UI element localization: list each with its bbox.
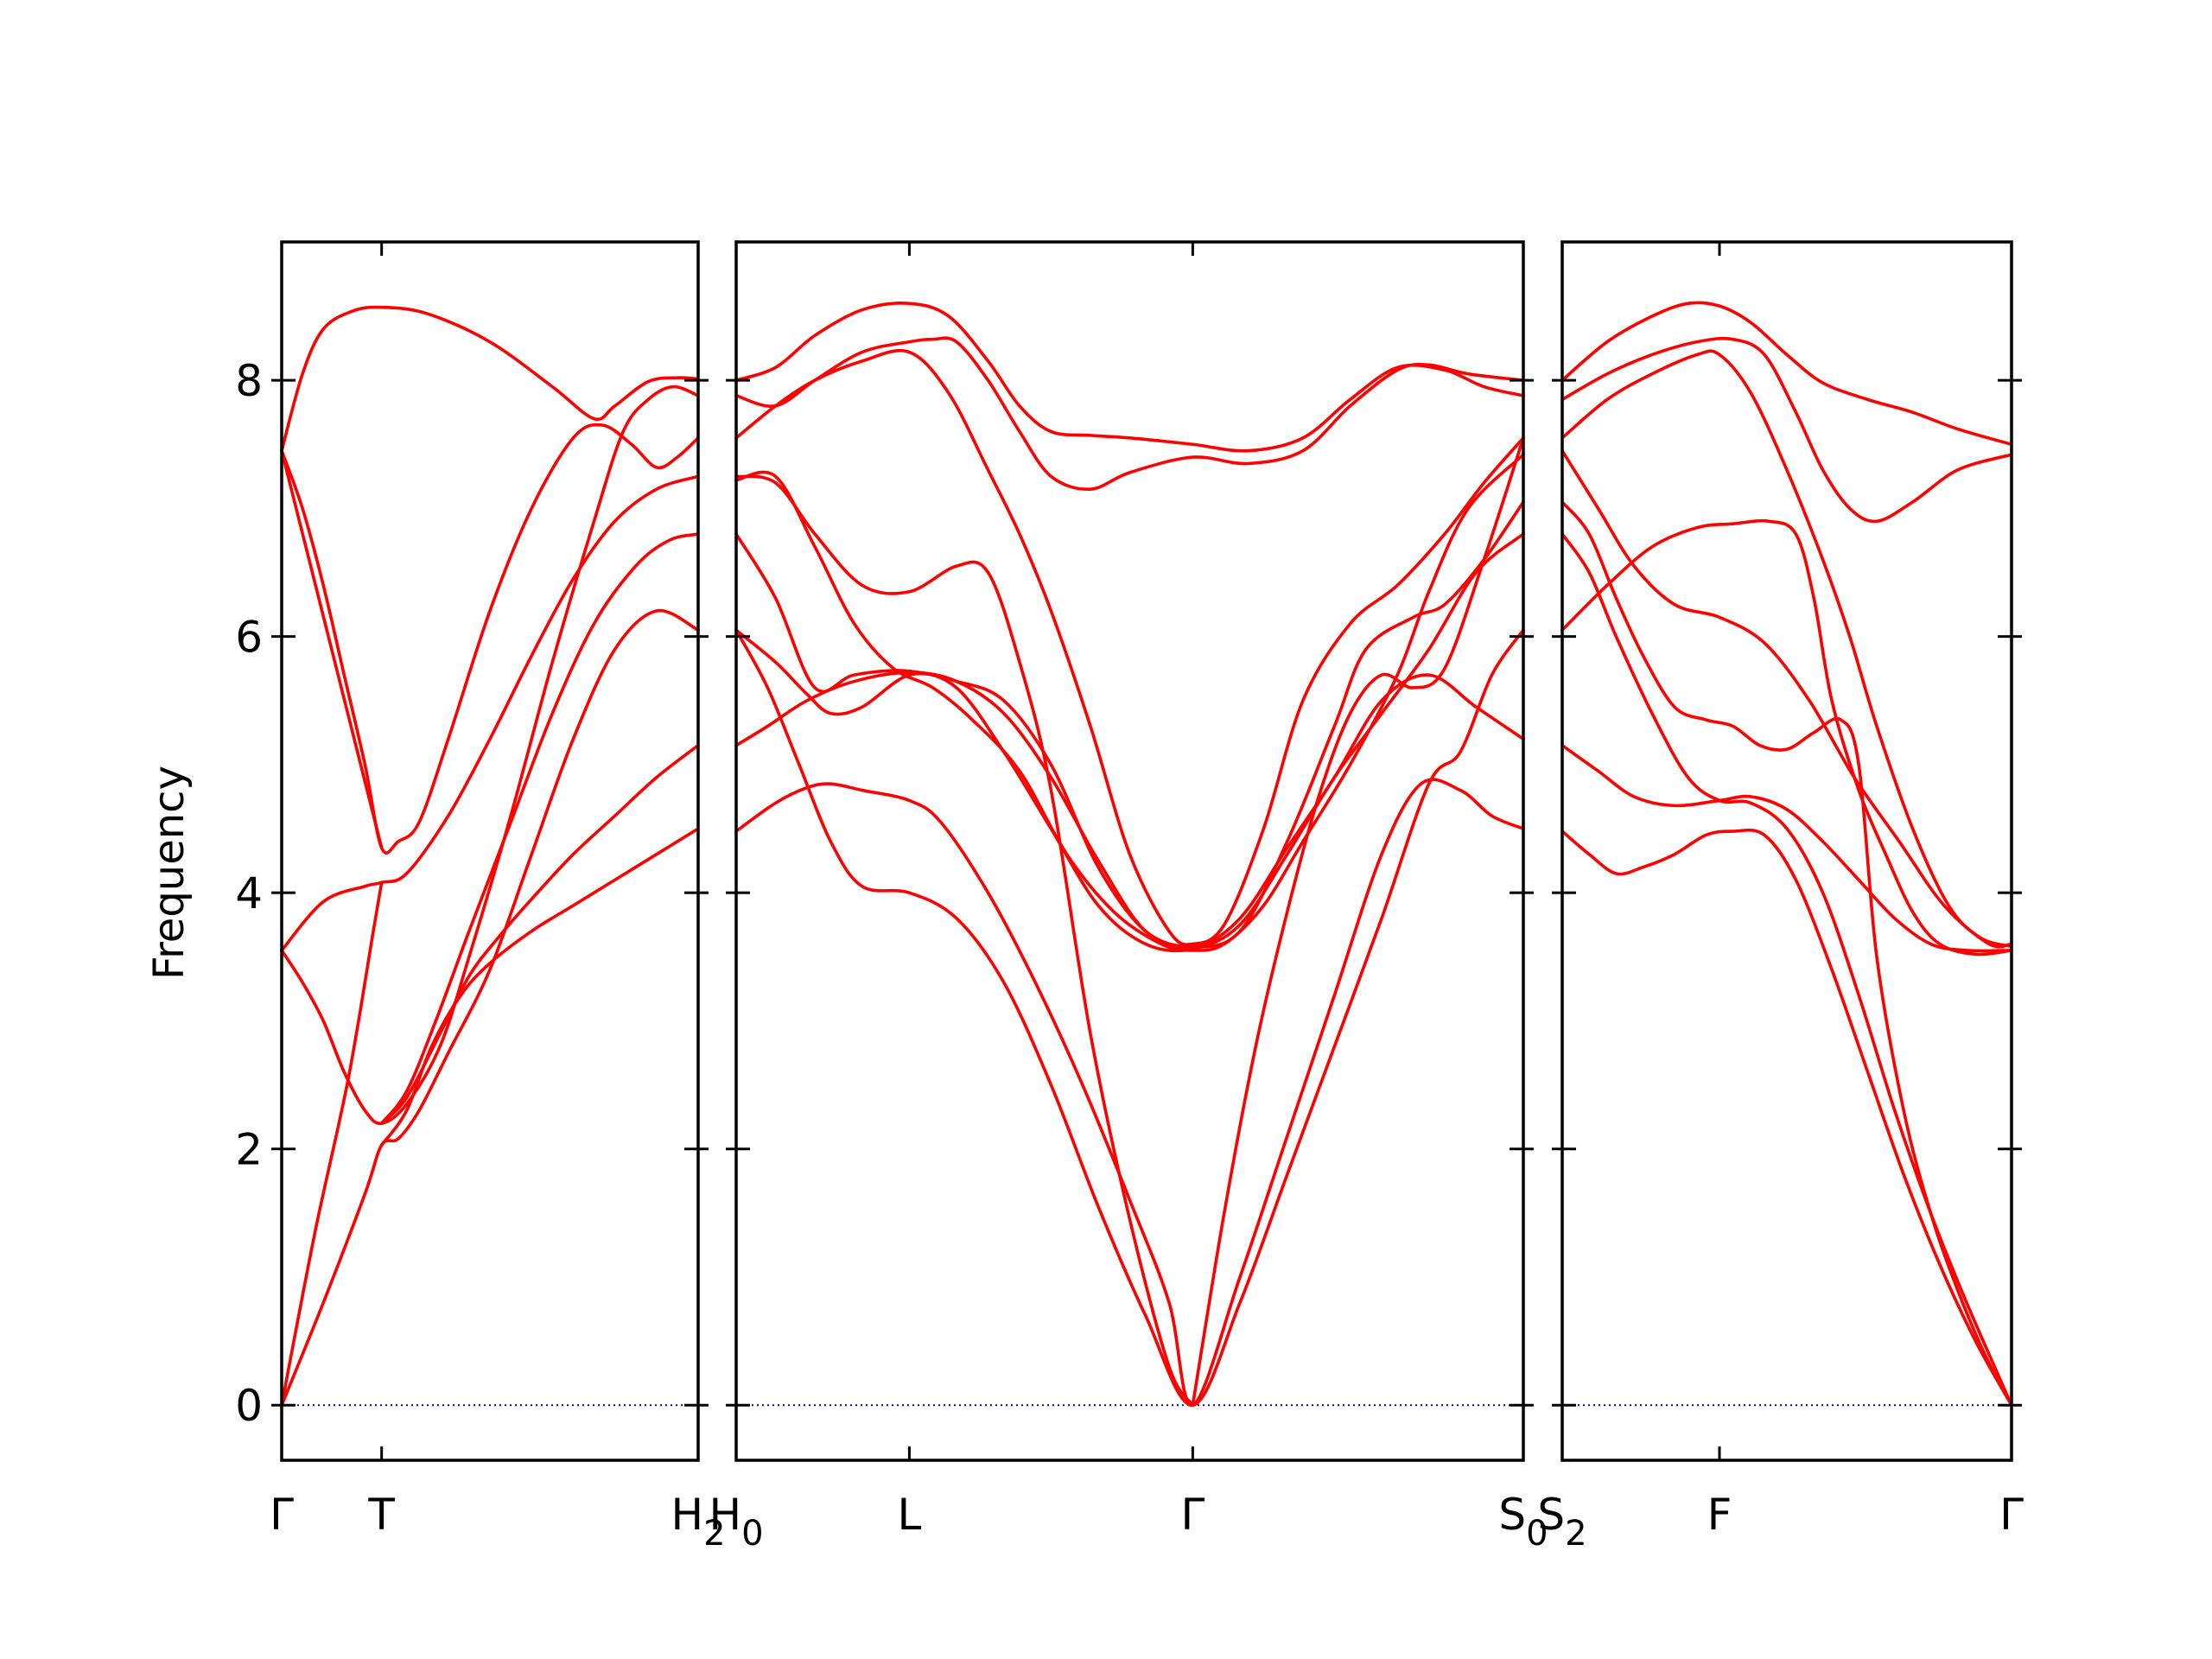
band-line-1 bbox=[280, 305, 700, 453]
band-line-3 bbox=[1560, 349, 2013, 949]
band-line-8 bbox=[379, 532, 700, 1125]
panel-2: H0 L Γ S0 bbox=[709, 240, 1548, 1554]
band-line-9 bbox=[734, 628, 1525, 1408]
x-tick-label: Γ bbox=[270, 1490, 294, 1540]
panel-frame bbox=[1560, 240, 2013, 1462]
band-line-10 bbox=[379, 743, 700, 1125]
band-line-3 bbox=[734, 348, 1525, 946]
band-line-9 bbox=[1560, 828, 2013, 1408]
band-line-1 bbox=[734, 302, 1525, 453]
panel-frame bbox=[280, 240, 700, 1462]
x-tick-label: T bbox=[367, 1490, 395, 1540]
band-line-3 bbox=[280, 385, 700, 1125]
band-line-11 bbox=[1191, 436, 1525, 1408]
band-line-8 bbox=[1560, 743, 2013, 953]
band-line-2 bbox=[1560, 336, 2013, 524]
band-line-2 bbox=[734, 336, 1525, 491]
band-line-6 bbox=[1560, 500, 2013, 1408]
x-tick-label-subscript: 2 bbox=[703, 1514, 725, 1554]
band-line-1 bbox=[1560, 301, 2013, 447]
y-tick-label: 8 bbox=[235, 356, 263, 406]
panel-frame bbox=[734, 240, 1525, 1462]
band-line-6 bbox=[734, 532, 1525, 953]
band-line-6 bbox=[280, 880, 384, 1408]
x-tick-label-subscript: 2 bbox=[1565, 1514, 1586, 1554]
x-tick-label: F bbox=[1707, 1490, 1732, 1540]
band-line-5 bbox=[734, 453, 1525, 952]
band-line-7 bbox=[1560, 532, 2013, 1408]
band-line-4 bbox=[280, 474, 700, 952]
band-line-2 bbox=[280, 423, 700, 855]
y-tick-label: 6 bbox=[235, 613, 263, 663]
y-tick-label: 4 bbox=[235, 868, 263, 918]
band-line-9 bbox=[379, 827, 700, 1147]
band-line-7 bbox=[280, 608, 700, 1408]
x-tick-label-subscript: 0 bbox=[1526, 1514, 1548, 1554]
panel-3: S2 F Γ bbox=[1537, 240, 2024, 1554]
band-line-4 bbox=[734, 474, 1195, 1408]
y-tick-label: 2 bbox=[235, 1125, 263, 1175]
band-line-10 bbox=[734, 778, 1525, 1408]
x-tick-label-subscript: 0 bbox=[741, 1514, 763, 1554]
band-line-4 bbox=[1560, 518, 2013, 957]
x-tick-label: Γ bbox=[1999, 1490, 2024, 1540]
x-tick-label: Γ bbox=[1180, 1490, 1205, 1540]
y-axis-label: Frequency bbox=[145, 766, 194, 980]
x-tick-label: L bbox=[897, 1490, 921, 1540]
band-line-5 bbox=[280, 448, 384, 850]
band-line-8 bbox=[734, 671, 1525, 950]
band-line-5 bbox=[1560, 448, 2013, 949]
y-tick-label: 0 bbox=[235, 1381, 263, 1431]
